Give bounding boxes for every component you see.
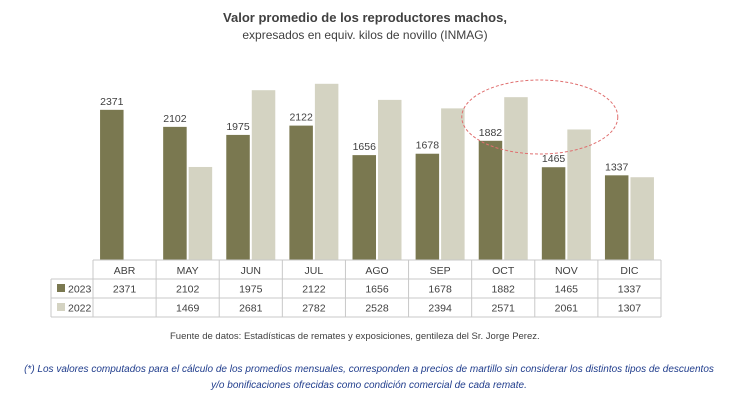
table-value-2022-may: 1469 — [176, 303, 200, 315]
bar-2023-ago — [352, 155, 376, 260]
table-value-2022-sep: 2394 — [428, 303, 452, 315]
category-label-dic: DIC — [620, 265, 639, 277]
bar-2022-oct — [504, 97, 528, 260]
table-value-2022-nov: 2061 — [555, 303, 579, 315]
bar-2022-may — [188, 166, 213, 260]
table-value-2023-may: 2102 — [176, 284, 200, 296]
data-label-2023-abr: 2371 — [100, 96, 124, 108]
table-value-2023-oct: 1882 — [492, 284, 516, 296]
bar-2023-may — [163, 126, 187, 260]
bar-2022-nov — [567, 129, 591, 260]
table-value-2023-jul: 2122 — [302, 284, 326, 296]
category-label-jul: JUL — [305, 265, 324, 277]
data-label-2023-jun: 1975 — [226, 121, 250, 133]
table-value-2022-dic: 1307 — [618, 303, 642, 315]
bar-2023-abr — [100, 109, 124, 260]
table-value-2023-ago: 1656 — [365, 284, 389, 296]
data-label-2023-nov: 1465 — [542, 153, 566, 165]
data-label-2023-ago: 1656 — [353, 141, 377, 153]
chart-subtitle: expresados en equiv. kilos de novillo (I… — [242, 28, 488, 42]
bar-2022-ago — [378, 99, 402, 260]
data-label-2023-may: 2102 — [163, 113, 187, 125]
table-value-2023-abr: 2371 — [113, 284, 137, 296]
table-value-2023-jun: 1975 — [239, 284, 263, 296]
category-label-jun: JUN — [241, 265, 261, 277]
bar-2022-jun — [251, 90, 276, 260]
table-value-2022-ago: 2528 — [365, 303, 389, 315]
bar-2023-sep — [415, 153, 440, 260]
bar-chart: 2371 2102 1975 2122 1656 1678 1882 1465 1337 ABR M… — [50, 79, 662, 318]
data-label-2023-oct: 1882 — [479, 127, 503, 139]
highlight-ellipse — [461, 79, 619, 155]
category-label-ago: AGO — [365, 265, 388, 277]
chart-title: Valor promedio de los reproductores mach… — [223, 10, 507, 25]
legend-label-2023: 2023 — [68, 284, 92, 296]
bar-2023-jul — [289, 125, 313, 261]
footnote: (*) Los valores computados para el cálcu… — [24, 364, 714, 391]
data-label-2023-dic: 1337 — [605, 161, 629, 173]
category-label-sep: SEP — [430, 265, 451, 277]
category-label-may: MAY — [177, 265, 199, 277]
category-label-oct: OCT — [492, 265, 515, 277]
legend-swatch-2023 — [57, 284, 65, 292]
bar-2023-nov — [541, 167, 566, 260]
data-label-2023-sep: 1678 — [416, 140, 440, 152]
bar-2023-dic — [604, 175, 629, 260]
bar-2022-jul — [314, 83, 339, 260]
category-label-nov: NOV — [555, 265, 578, 277]
data-label-2023-jul: 2122 — [289, 112, 313, 124]
category-label-abr: ABR — [114, 265, 136, 277]
legend-label-2022: 2022 — [68, 303, 92, 315]
table-value-2023-sep: 1678 — [428, 284, 452, 296]
source-note: Fuente de datos: Estadísticas de remates… — [170, 331, 540, 342]
bar-2022-dic — [630, 177, 654, 260]
table-value-2022-oct: 2571 — [492, 303, 516, 315]
table-value-2023-nov: 1465 — [555, 284, 579, 296]
legend-swatch-2022 — [57, 303, 65, 311]
table-value-2022-jun: 2681 — [239, 303, 263, 315]
table-value-2023-dic: 1337 — [618, 284, 642, 296]
table-value-2022-jul: 2782 — [302, 303, 326, 315]
bar-2023-jun — [226, 134, 250, 260]
bar-2022-sep — [441, 108, 465, 260]
bar-2023-oct — [478, 140, 503, 260]
